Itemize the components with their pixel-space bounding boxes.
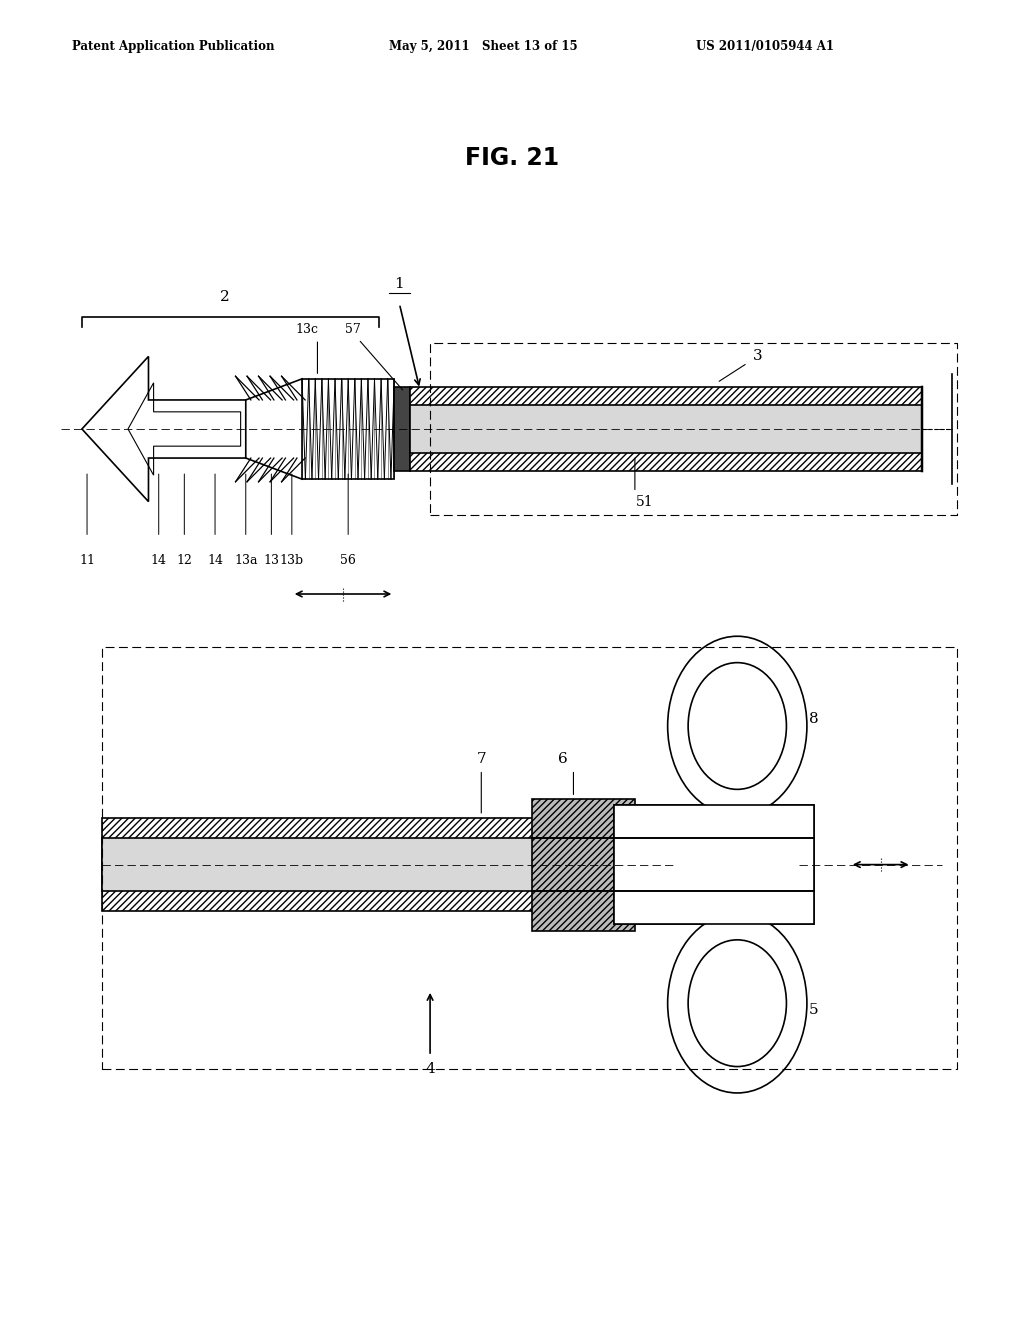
Text: 11: 11: [79, 554, 95, 568]
Bar: [102, 838, 676, 891]
Circle shape: [668, 636, 807, 816]
Bar: [302, 379, 394, 479]
Text: 5: 5: [809, 1003, 818, 1016]
Text: 7: 7: [476, 752, 486, 766]
Bar: [532, 799, 635, 931]
Bar: [410, 405, 922, 453]
Text: 8: 8: [809, 713, 818, 726]
Text: 13c: 13c: [296, 323, 318, 337]
Text: 51: 51: [636, 495, 654, 508]
Text: 2: 2: [220, 290, 230, 304]
Text: 12: 12: [176, 554, 193, 568]
Text: 57: 57: [345, 323, 361, 337]
Text: 56: 56: [340, 554, 356, 568]
Text: May 5, 2011   Sheet 13 of 15: May 5, 2011 Sheet 13 of 15: [389, 40, 578, 53]
Text: 13: 13: [263, 554, 280, 568]
Text: 14: 14: [207, 554, 223, 568]
Text: 13b: 13b: [280, 554, 304, 568]
Circle shape: [688, 663, 786, 789]
Bar: [614, 805, 814, 924]
Text: Patent Application Publication: Patent Application Publication: [72, 40, 274, 53]
Bar: [614, 805, 814, 924]
Circle shape: [688, 940, 786, 1067]
Text: 1: 1: [394, 277, 404, 290]
Bar: [102, 818, 553, 911]
Text: 13a: 13a: [234, 554, 257, 568]
Bar: [394, 387, 410, 471]
Text: US 2011/0105944 A1: US 2011/0105944 A1: [696, 40, 835, 53]
Text: 14: 14: [151, 554, 167, 568]
Text: 3: 3: [753, 350, 763, 363]
Circle shape: [668, 913, 807, 1093]
Text: FIG. 21: FIG. 21: [465, 147, 559, 170]
Text: 4: 4: [425, 1063, 435, 1076]
Text: 6: 6: [558, 752, 568, 766]
Bar: [410, 387, 922, 471]
